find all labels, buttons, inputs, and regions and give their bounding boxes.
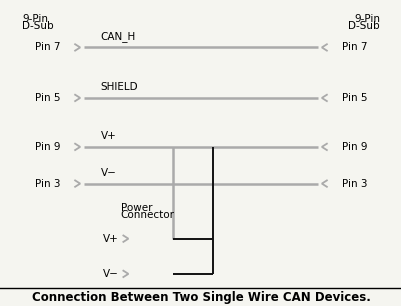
Text: V−: V− xyxy=(100,168,116,178)
Text: V+: V+ xyxy=(103,234,118,244)
Text: Pin 3: Pin 3 xyxy=(35,179,60,188)
Text: Pin 9: Pin 9 xyxy=(341,142,366,152)
Text: Pin 9: Pin 9 xyxy=(35,142,60,152)
Text: Pin 3: Pin 3 xyxy=(341,179,366,188)
Text: Pin 7: Pin 7 xyxy=(35,43,60,52)
Text: D-Sub: D-Sub xyxy=(22,21,54,32)
Text: D-Sub: D-Sub xyxy=(347,21,379,32)
Text: Pin 5: Pin 5 xyxy=(341,93,366,103)
Text: CAN_H: CAN_H xyxy=(100,31,136,42)
Text: SHIELD: SHIELD xyxy=(100,82,138,92)
Text: V+: V+ xyxy=(100,131,116,141)
Text: 9-Pin: 9-Pin xyxy=(353,14,379,24)
Text: Power: Power xyxy=(120,203,152,213)
Text: Connector: Connector xyxy=(120,210,174,220)
Text: Connection Between Two Single Wire CAN Devices.: Connection Between Two Single Wire CAN D… xyxy=(32,291,369,304)
Text: Pin 7: Pin 7 xyxy=(341,43,366,52)
Text: 9-Pin: 9-Pin xyxy=(22,14,48,24)
Text: Pin 5: Pin 5 xyxy=(35,93,60,103)
Text: V−: V− xyxy=(103,269,118,279)
